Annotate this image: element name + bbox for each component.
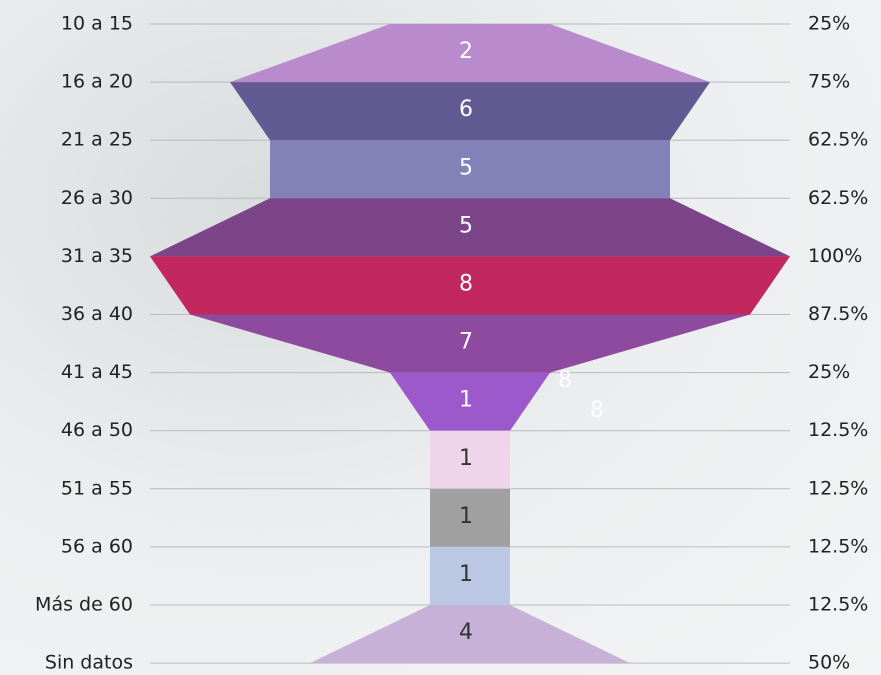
funnel-segment [230, 82, 710, 141]
category-label: Más de 60 [35, 594, 133, 616]
segment-label: 6 [459, 97, 473, 122]
percent-label: 12.5% [808, 419, 868, 441]
segment-label: 1 [459, 562, 473, 587]
category-label: Sin datos [45, 652, 133, 674]
segment-label: 8 [459, 271, 473, 296]
segment-label: 5 [459, 213, 473, 238]
percent-label: 12.5% [808, 477, 868, 499]
segment-label: 1 [459, 446, 473, 471]
category-label: 26 a 30 [61, 187, 133, 209]
annotation: 8 [590, 398, 604, 423]
segment-label: 1 [459, 504, 473, 529]
annotation: 8 [558, 368, 572, 393]
funnel-segment [430, 488, 510, 547]
percent-label: 100% [808, 245, 862, 267]
category-label: 46 a 50 [61, 419, 133, 441]
category-label: 31 a 35 [61, 245, 133, 267]
funnel-segment [430, 546, 510, 605]
funnel-segment [150, 198, 790, 257]
funnel-segment [270, 140, 670, 199]
segment-label: 2 [459, 39, 473, 64]
category-label: 16 a 20 [61, 71, 133, 93]
category-label: 10 a 15 [61, 13, 133, 35]
category-label: 36 a 40 [61, 303, 133, 325]
funnel-segment [310, 605, 630, 664]
funnel-segment [390, 372, 550, 431]
percent-label: 25% [808, 13, 850, 35]
percent-label: 62.5% [808, 129, 868, 151]
percent-label: 50% [808, 652, 850, 674]
percent-label: 75% [808, 71, 850, 93]
segment-label: 7 [459, 330, 473, 355]
category-label: 21 a 25 [61, 129, 133, 151]
funnel-segment [230, 24, 710, 83]
funnel-segment [150, 256, 790, 315]
category-label: 56 a 60 [61, 535, 133, 557]
segment-label: 1 [459, 388, 473, 413]
category-label: 51 a 55 [61, 477, 133, 499]
segment-label: 5 [459, 155, 473, 180]
percent-label: 62.5% [808, 187, 868, 209]
percent-label: 12.5% [808, 535, 868, 557]
funnel-segment [190, 314, 750, 373]
percent-label: 25% [808, 361, 850, 383]
percent-label: 12.5% [808, 594, 868, 616]
segment-label: 4 [459, 620, 473, 645]
percent-label: 87.5% [808, 303, 868, 325]
funnel-segment [430, 430, 510, 489]
category-label: 41 a 45 [61, 361, 133, 383]
